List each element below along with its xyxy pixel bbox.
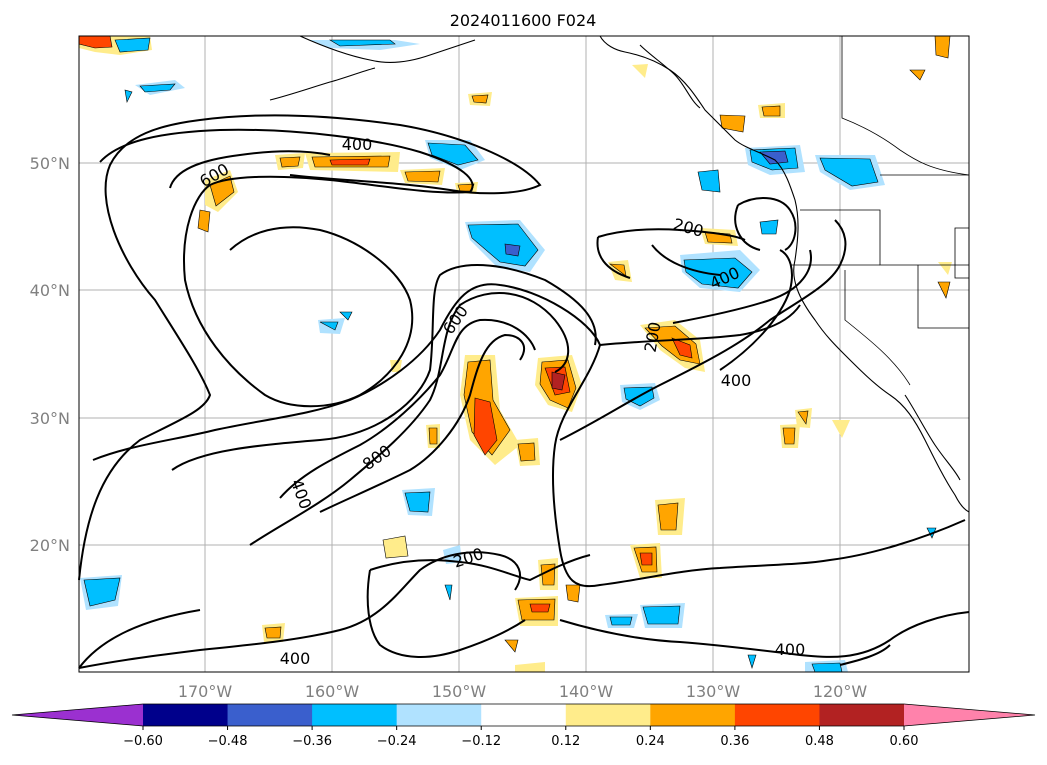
colorbar-segment — [227, 704, 313, 726]
colorbar-segment — [143, 704, 229, 726]
colorbar-segment — [650, 704, 736, 726]
lon-label: 120°W — [813, 682, 868, 701]
colorbar-extend-max — [904, 704, 1035, 726]
longitude-labels: 170°W 160°W 150°W 140°W 130°W 120°W — [178, 682, 868, 701]
colorbar-tick-label: 0.60 — [890, 734, 919, 749]
colorbar-tick-label: −0.36 — [292, 734, 332, 749]
colorbar-segment — [734, 704, 820, 726]
colorbar-tick-label: 0.24 — [636, 734, 665, 749]
map-panel: 400 600 200 400 600 200 400 800 400 200 … — [78, 35, 970, 673]
lon-label: 170°W — [178, 682, 233, 701]
contour-label: 400 — [775, 640, 806, 659]
contour-label: 400 — [342, 135, 373, 154]
colorbar-tick-label: −0.24 — [377, 734, 417, 749]
lon-label: 150°W — [432, 682, 487, 701]
colorbar: −0.60 −0.48 −0.36 −0.24 −0.12 0.12 0.24 0.36 0.4… — [11, 703, 1036, 749]
colorbar-tick-label: −0.48 — [208, 734, 248, 749]
lat-label: 30°N — [30, 409, 70, 428]
colorbar-tick-label: 0.36 — [720, 734, 749, 749]
colorbar-segment — [312, 704, 398, 726]
coastlines — [269, 35, 970, 513]
contour-label: 400 — [280, 649, 311, 668]
latitude-labels: 50°N 40°N 30°N 20°N — [30, 154, 70, 555]
colorbar-segment — [565, 704, 651, 726]
contour-label: 400 — [721, 371, 752, 390]
map-frame — [78, 35, 970, 673]
map-title: 2024011600 F024 — [450, 11, 597, 30]
colorbar-tick-label: 0.48 — [805, 734, 834, 749]
colorbar-tick-label: −0.60 — [123, 734, 163, 749]
colorbar-segment — [819, 704, 905, 726]
colorbar-tick-label: 0.12 — [551, 734, 580, 749]
colorbar-segment — [481, 704, 567, 726]
colorbar-tick-label: −0.12 — [461, 734, 501, 749]
lon-label: 130°W — [686, 682, 741, 701]
contour-labels: 400 600 200 400 600 200 400 800 400 200 … — [196, 135, 805, 668]
lon-label: 160°W — [305, 682, 360, 701]
lat-label: 40°N — [30, 281, 70, 300]
colorbar-extend-min — [12, 704, 143, 726]
shaded-field — [78, 35, 952, 673]
lat-label: 20°N — [30, 536, 70, 555]
height-contours — [78, 114, 970, 669]
lon-label: 140°W — [559, 682, 614, 701]
lat-label: 50°N — [30, 154, 70, 173]
colorbar-segment — [396, 704, 482, 726]
